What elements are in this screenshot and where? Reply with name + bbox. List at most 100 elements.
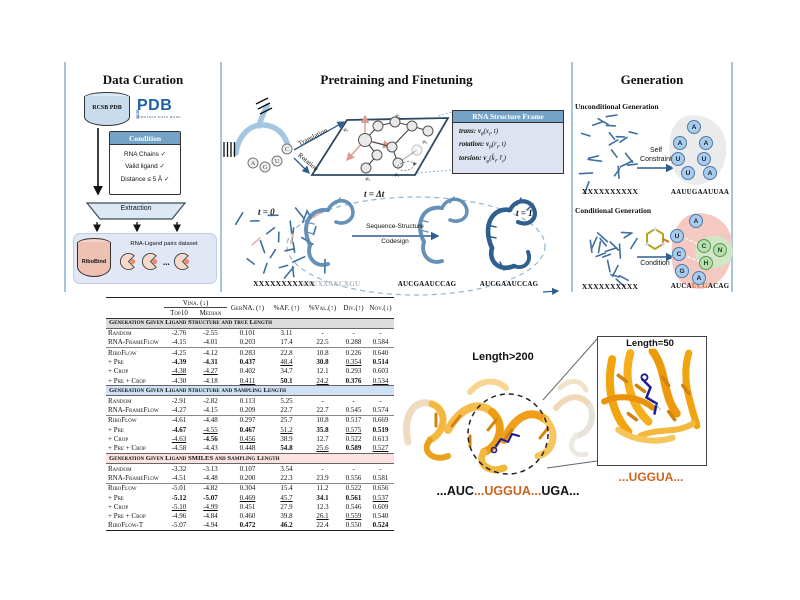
codesign-label-line2: Codesign	[381, 238, 409, 245]
value-cell: 12.7	[316, 435, 329, 444]
value-cell: -4.67	[171, 425, 187, 434]
value-cell: 22.3	[280, 473, 293, 482]
rna-sketch-partial-left	[304, 197, 355, 267]
table-row: Random -3.32 -3.13 0.107 3.54 - - -	[106, 464, 394, 474]
nucleotide-g: G	[263, 165, 268, 171]
zoom-inset-box: Length=50	[597, 336, 707, 466]
table-row: + Pre -5.12 -5.07 0.469 45.7 34.1 0.561 0.537	[106, 493, 394, 502]
condition-item-valid-ligand: Valid ligand ✓	[125, 163, 165, 170]
value-cell: 0.537	[372, 493, 389, 502]
table-row: RiboFlow-T -5.07 -4.94 0.472 46.2 22.4 0.550 0.…	[106, 521, 394, 531]
value-cell: -4.12	[194, 347, 228, 358]
value-cell: -4.82	[194, 482, 228, 493]
value-cell: 3.11	[280, 329, 293, 338]
value-cell: -4.99	[203, 502, 218, 511]
value-cell: 0.472	[239, 521, 256, 530]
pdb-logo-text: PDB	[137, 97, 173, 114]
sequence-cond-result: AUCAUCGACAG	[664, 282, 736, 290]
rna-ligand-pair-icon	[173, 252, 189, 271]
value-cell: -	[321, 396, 324, 405]
seq-part: ACAG	[707, 282, 730, 290]
value-cell: 25.7	[268, 414, 306, 426]
value-cell: 25.6	[316, 444, 329, 453]
value-cell: -4.27	[203, 367, 218, 376]
table-row: + Crop -4.63 -4.56 0.456 38.9 12.7 0.522 0.613	[106, 434, 394, 443]
value-cell: 54.8	[280, 444, 293, 453]
method-cell: RiboFlow	[106, 347, 164, 358]
value-cell: 22.5	[316, 338, 329, 347]
value-cell: -4.25	[164, 347, 194, 358]
rna-structure-frame-box: RNA Structure Frame trans: νθ(xt, t) rot…	[452, 110, 564, 174]
value-cell: 34.7	[280, 367, 293, 376]
section-header: Generation Given Ligand Structure and tr…	[106, 317, 395, 329]
equation-torsion: torsion: νφ(k̂t, r̂t)	[459, 154, 507, 165]
zoom-connector-bottom	[546, 460, 598, 469]
ellipsis: ...	[163, 256, 170, 267]
sequence-x-uncond: XXXXXXXXXX	[581, 187, 639, 196]
rna-ligand-pair-icons: ...	[119, 252, 192, 271]
value-cell: -4.84	[203, 512, 218, 521]
condition-item-distance: Distance ≤ 5 Å ✓	[120, 175, 170, 183]
condition-item-rna-chains: RNA Chains ✓	[124, 150, 166, 158]
value-cell: -	[321, 329, 324, 338]
nucleotide-circle: A	[673, 136, 687, 150]
value-cell: 0.522	[340, 482, 368, 493]
panel-border-right	[731, 62, 733, 292]
generation-arrows	[637, 163, 675, 262]
value-cell: 0.556	[345, 473, 362, 482]
panel-title-generation: Generation	[620, 72, 684, 87]
sequence-uncond-result: AAUUGAAUUAA	[670, 188, 730, 196]
atom-circle: H	[699, 256, 713, 270]
noise-segments-cond	[589, 231, 638, 288]
value-cell: 0.603	[372, 367, 389, 376]
value-cell: 0.561	[345, 493, 362, 502]
value-cell: -4.01	[203, 338, 218, 347]
nucleotide-circle: G	[675, 264, 689, 278]
value-cell: 46.2	[280, 521, 293, 530]
value-cell: -4.63	[171, 435, 187, 444]
sequence-final: AUCGAAUCCAG	[479, 280, 539, 288]
value-cell: 0.519	[372, 425, 389, 434]
value-cell: -	[352, 464, 355, 473]
self-constraint-label-2: Constraint	[640, 156, 672, 163]
value-cell: -4.55	[203, 425, 218, 434]
value-cell: 0.354	[345, 358, 362, 367]
table-row: + Pre -4.67 -4.55 0.467 51.2 35.8 0.575 0.519	[106, 425, 394, 434]
method-cell: + Pre	[108, 493, 124, 502]
value-cell: -5.07	[171, 521, 187, 530]
phi-label: φ₁	[395, 172, 400, 178]
value-cell: 0.376	[345, 376, 362, 385]
self-constraint-label-1: Self	[649, 147, 663, 154]
value-cell: 22.4	[316, 521, 329, 530]
value-cell: 51.2	[280, 425, 293, 434]
cond-generation-heading: Conditional Generation	[575, 206, 652, 215]
method-cell: RNA-FrameFlow	[108, 406, 159, 415]
value-cell: -4.51	[171, 473, 187, 482]
nucleotide-circle: A	[699, 136, 713, 150]
dataset-label: RNA-Ligand pairs dataset	[130, 241, 198, 247]
table-row: + Pre + Crop -4.30 -4.18 0.411 50.1 24.2 0.376…	[106, 376, 394, 386]
value-cell: 22.7	[316, 406, 329, 415]
panel-separator-1	[220, 62, 222, 292]
value-cell: 30.8	[316, 358, 329, 367]
value-cell: -4.43	[203, 444, 218, 453]
flow-oval	[286, 196, 560, 296]
value-cell: 22.8	[268, 347, 306, 358]
value-cell: 0.522	[345, 435, 362, 444]
value-cell: 0.107	[239, 464, 256, 473]
value-cell: 0.411	[239, 376, 256, 385]
method-cell: + Pre + Crop	[108, 444, 146, 453]
condition-arrow-label: Condition	[640, 260, 670, 267]
time-label-t1: t = 1	[516, 208, 533, 218]
method-cell: RiboFlow	[106, 414, 164, 426]
rotation-arrow	[293, 157, 310, 174]
time-label-tdt: t = Δt	[364, 189, 385, 199]
value-cell: 0.581	[372, 473, 389, 482]
value-cell: 23.9	[316, 473, 329, 482]
value-cell: -4.30	[171, 376, 187, 385]
value-cell: 0.550	[345, 521, 362, 530]
rcsb-pdb-database-icon: RCSB PDB	[84, 92, 130, 126]
method-cell: RNA-FrameFlow	[108, 338, 159, 347]
phi-label: φ₃	[423, 139, 428, 145]
